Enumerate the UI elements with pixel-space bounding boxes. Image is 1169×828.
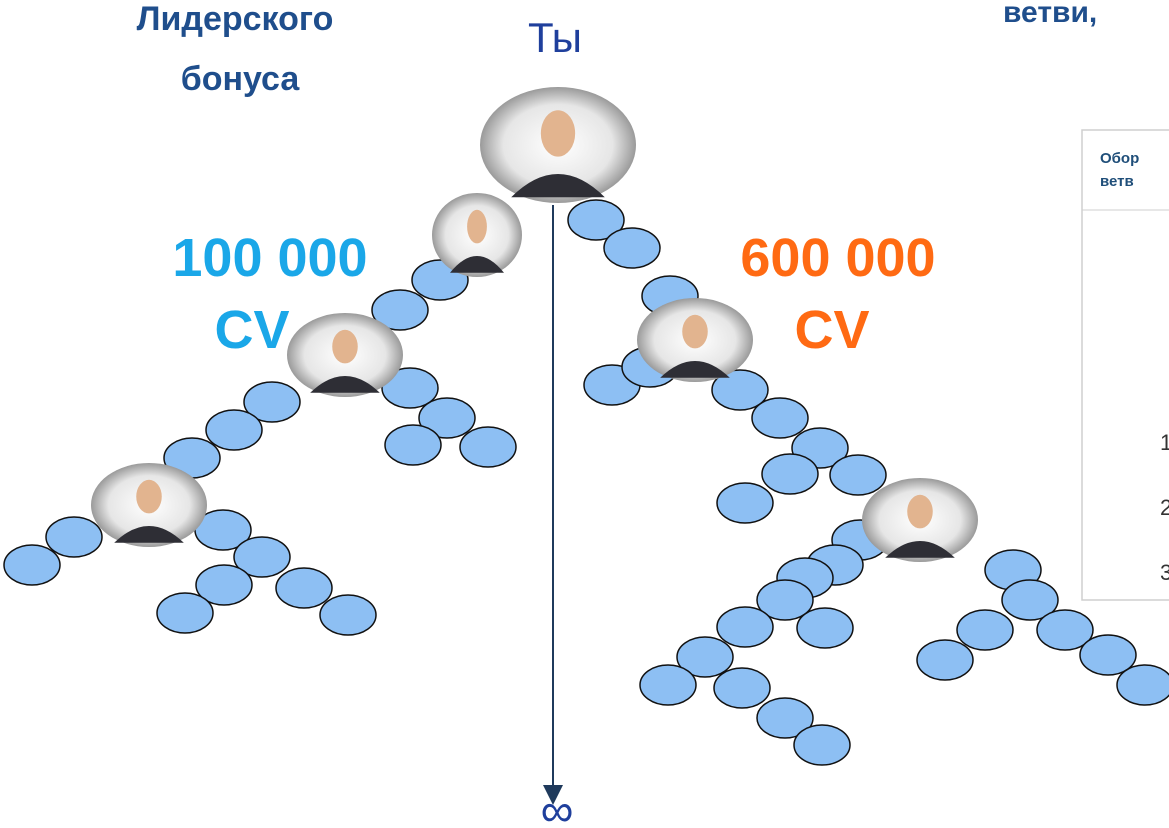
tree-node <box>793 724 851 766</box>
photo-body <box>885 541 955 558</box>
tree-node <box>371 289 429 331</box>
tree-node <box>156 592 214 634</box>
person-photo <box>637 298 753 382</box>
tree-node <box>761 453 819 495</box>
tree-node <box>676 636 734 678</box>
photo-body <box>511 174 605 198</box>
table-header: Обор <box>1100 150 1139 167</box>
tree-node <box>716 606 774 648</box>
photos <box>91 87 978 562</box>
tree-node <box>319 594 377 636</box>
tree-node <box>418 397 476 439</box>
tree-node <box>1116 664 1169 706</box>
tree-node <box>1079 634 1137 676</box>
left-unit: CV <box>214 300 289 360</box>
tree-node <box>459 426 517 468</box>
tree-node <box>275 567 333 609</box>
photo-face <box>907 494 933 529</box>
tree-node <box>713 667 771 709</box>
tree-node <box>716 482 774 524</box>
table-box <box>1081 129 1169 601</box>
right-volume: 600 000 <box>740 228 935 288</box>
tree-node <box>956 609 1014 651</box>
photo-face <box>467 209 487 244</box>
photo-face <box>136 479 162 514</box>
infinity: ∞ <box>541 784 574 828</box>
tree-node <box>756 697 814 739</box>
person-photo <box>432 193 522 277</box>
photo-face <box>682 314 708 349</box>
tree-node <box>381 367 439 409</box>
tree-node <box>195 564 253 606</box>
tree-node <box>756 579 814 621</box>
tree-node <box>916 639 974 681</box>
table-row: 3 <box>1160 560 1169 585</box>
photo-face <box>540 110 576 157</box>
left-volume: 100 000 <box>172 228 367 288</box>
tree-node <box>567 199 625 241</box>
table-header: ветв <box>1100 173 1134 190</box>
title-left-line: бонуса <box>181 60 301 98</box>
photo-face <box>332 329 358 364</box>
table-row: 2 <box>1160 495 1169 520</box>
photo-body <box>450 256 504 273</box>
tree-node <box>243 381 301 423</box>
tree-node <box>1036 609 1094 651</box>
tree-node <box>711 369 769 411</box>
table-row: 1 <box>1160 430 1169 455</box>
photo-body <box>114 526 184 543</box>
tree-node <box>384 424 442 466</box>
tree-node <box>3 544 61 586</box>
tree-nodes <box>3 199 1169 766</box>
tree-node <box>1001 579 1059 621</box>
tree-node <box>796 607 854 649</box>
tree-node <box>603 227 661 269</box>
tree-node <box>233 536 291 578</box>
title-left-line: Лидерского <box>137 0 334 38</box>
person-photo <box>91 463 207 547</box>
tree-node <box>829 454 887 496</box>
right-unit: CV <box>794 300 869 360</box>
photo-body <box>660 361 730 378</box>
person-photo <box>287 313 403 397</box>
photo-body <box>310 376 380 393</box>
person-photo <box>480 87 636 203</box>
tree-node <box>639 664 697 706</box>
you-label: Ты <box>528 14 582 61</box>
person-photo <box>862 478 978 562</box>
title-right: ветви, <box>1003 0 1097 29</box>
tree-node <box>205 409 263 451</box>
tree-node <box>45 516 103 558</box>
tree-node <box>751 397 809 439</box>
